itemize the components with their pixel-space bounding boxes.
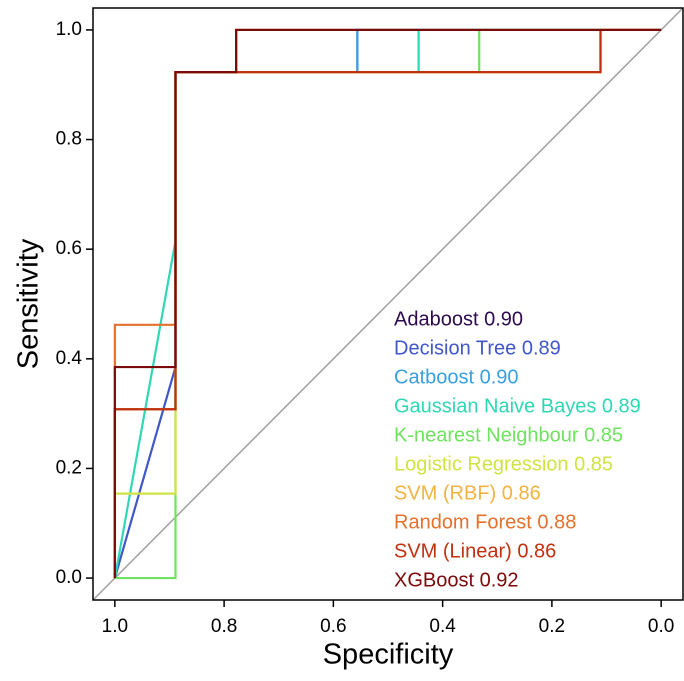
y-tick-label: 0.6 [56,238,82,259]
y-tick-label: 1.0 [56,19,82,40]
y-tick-label: 0.2 [56,457,82,478]
x-tick-label: 1.0 [102,616,128,637]
x-axis-title: Specificity [323,639,454,671]
legend-label: Gaussian Naive Bayes 0.89 [394,395,641,417]
plot-frame [92,7,684,601]
legend-label: Random Forest 0.88 [394,511,576,533]
x-tick-label: 0.2 [539,616,565,637]
legend-label: K-nearest Neighbour 0.85 [394,424,623,446]
legend-label: SVM (RBF) 0.86 [394,482,541,504]
legend-label: Adaboost 0.90 [394,308,523,330]
legend-label: SVM (Linear) 0.86 [394,540,556,562]
reference-diagonal [93,8,683,600]
x-tick-label: 0.6 [320,616,346,637]
legend-label: Catboost 0.90 [394,366,519,388]
x-tick-label: 0.4 [429,616,456,637]
y-tick-label: 0.0 [56,567,82,588]
y-tick-label: 0.4 [56,348,83,369]
y-tick-label: 0.8 [56,129,82,150]
x-tick-label: 0.8 [211,616,237,637]
legend-label: Logistic Regression 0.85 [394,453,613,475]
legend-label: Decision Tree 0.89 [394,337,561,359]
plot-area [93,8,683,600]
legend-label: XGBoost 0.92 [394,569,519,591]
y-axis-title: Sensitivity [13,238,45,369]
roc-curve [113,28,662,579]
x-tick-label: 0.0 [648,616,674,637]
